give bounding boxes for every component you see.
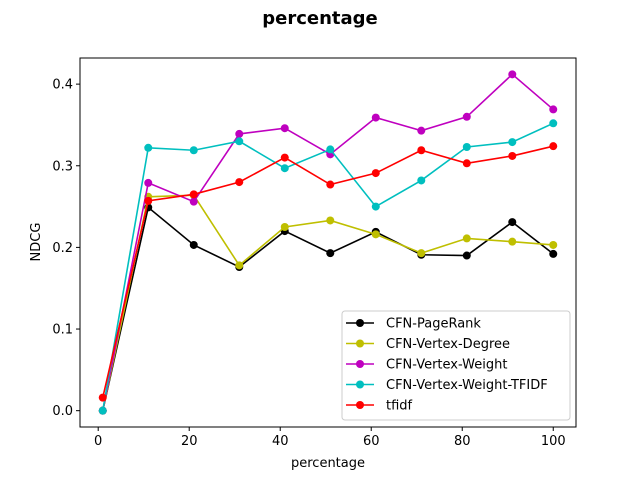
data-point <box>417 146 426 155</box>
x-tick-label: 40 <box>272 434 289 449</box>
data-point <box>371 202 380 211</box>
data-point <box>280 124 289 133</box>
legend-label: CFN-Vertex-Weight <box>386 358 507 373</box>
data-point <box>549 240 558 249</box>
data-point <box>280 164 289 173</box>
legend-swatch-marker <box>356 380 364 389</box>
data-point <box>549 142 558 151</box>
data-point <box>462 234 471 243</box>
data-point <box>326 216 335 225</box>
data-point <box>371 230 380 239</box>
data-point <box>144 196 153 205</box>
y-axis-label: NDCG <box>29 223 44 262</box>
data-point <box>189 146 198 155</box>
legend-label: tfidf <box>386 399 413 414</box>
legend-swatch-marker <box>356 339 364 348</box>
data-point <box>326 249 335 258</box>
data-point <box>417 176 426 185</box>
data-point <box>189 240 198 249</box>
data-point <box>549 249 558 258</box>
y-tick-label: 0.0 <box>52 404 73 419</box>
data-point <box>280 222 289 231</box>
data-point <box>417 249 426 258</box>
chart-title: percentage <box>262 8 378 29</box>
series-layer <box>98 70 558 415</box>
data-point <box>508 70 517 79</box>
data-point <box>98 393 107 402</box>
data-point <box>508 237 517 246</box>
data-point <box>462 159 471 168</box>
data-point <box>549 119 558 128</box>
y-tick-label: 0.2 <box>52 241 73 256</box>
data-point <box>508 138 517 147</box>
legend-label: CFN-PageRank <box>386 317 481 332</box>
data-point <box>189 190 198 199</box>
y-tick-label: 0.3 <box>52 159 73 174</box>
data-point <box>280 153 289 162</box>
data-point <box>235 178 244 187</box>
data-point <box>417 126 426 135</box>
x-tick-label: 0 <box>94 434 102 449</box>
y-axis: 0.0 0.1 0.2 0.3 0.4 <box>52 78 80 419</box>
data-point <box>98 406 107 415</box>
data-point <box>462 142 471 151</box>
legend-label: CFN-Vertex-Degree <box>386 337 510 352</box>
x-tick-label: 20 <box>181 434 198 449</box>
x-tick-label: 80 <box>454 434 471 449</box>
data-point <box>508 218 517 227</box>
data-point <box>235 261 244 270</box>
y-tick-label: 0.4 <box>52 78 73 93</box>
data-point <box>371 169 380 178</box>
data-point <box>235 137 244 146</box>
data-point <box>144 143 153 152</box>
legend: CFN-PageRank CFN-Vertex-Degree CFN-Vertex-… <box>341 310 571 421</box>
data-point <box>549 105 558 114</box>
plot-area <box>79 57 577 428</box>
legend-swatch-marker <box>356 360 364 368</box>
data-point <box>462 112 471 121</box>
data-point <box>371 113 380 122</box>
x-tick-label: 60 <box>363 434 380 449</box>
x-axis-label: percentage <box>291 456 365 471</box>
legend-swatch-marker <box>356 401 364 409</box>
x-tick-label: 100 <box>541 434 566 449</box>
y-tick-label: 0.1 <box>52 323 73 338</box>
data-point <box>235 129 244 138</box>
x-axis: 0 20 40 60 80 100 <box>94 427 566 449</box>
data-point <box>189 197 198 206</box>
legend-swatch-marker <box>356 319 364 327</box>
legend-label: CFN-Vertex-Weight-TFIDF <box>386 378 548 393</box>
data-point <box>462 251 471 260</box>
data-point <box>144 178 153 187</box>
data-point <box>326 145 335 154</box>
legend-box <box>341 310 571 421</box>
data-point <box>508 151 517 160</box>
data-point <box>326 180 335 189</box>
